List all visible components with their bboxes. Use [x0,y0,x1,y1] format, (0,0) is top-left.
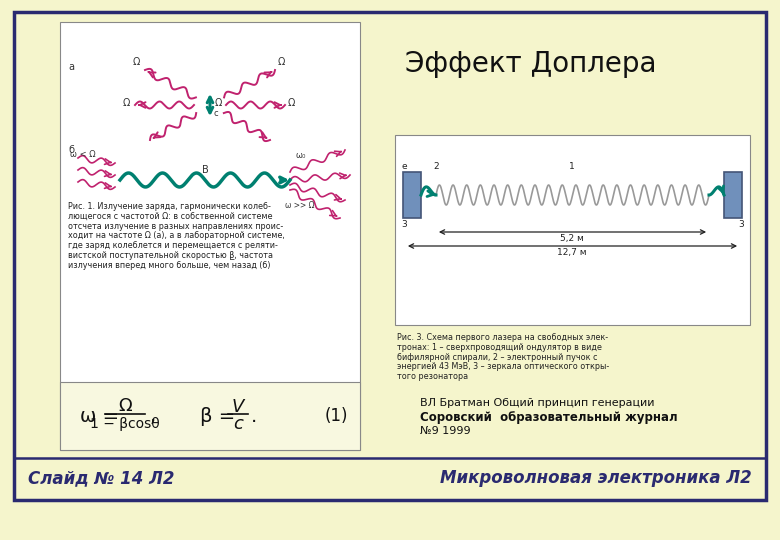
Text: Микроволновая электроника Л2: Микроволновая электроника Л2 [440,469,752,487]
Text: Ω: Ω [122,98,130,108]
Text: Соровский  образовательный журнал: Соровский образовательный журнал [420,411,678,424]
Text: ходит на частоте Ω (а), а в лабораторной системе,: ходит на частоте Ω (а), а в лабораторной… [68,232,285,240]
Text: №9 1999: №9 1999 [420,426,470,436]
Text: б: б [68,145,74,155]
Text: 3: 3 [738,220,744,229]
Text: ,: , [150,407,156,426]
Text: лющегося с частотой Ω: в собственной системе: лющегося с частотой Ω: в собственной сис… [68,212,272,221]
Text: Ω: Ω [119,397,132,415]
Text: бифилярной спирали, 2 – электронный пучок с: бифилярной спирали, 2 – электронный пучо… [397,353,597,362]
Text: B: B [201,165,208,175]
Text: вистской поступательной скоростью β̲, частота: вистской поступательной скоростью β̲, ча… [68,251,273,260]
Text: a: a [68,62,74,72]
Text: 5,2 м: 5,2 м [560,234,584,243]
Text: ω₀: ω₀ [295,151,306,160]
Text: .: . [251,407,257,426]
Text: Слайд № 14 Л2: Слайд № 14 Л2 [28,469,175,487]
Text: Эффект Доплера: Эффект Доплера [405,50,657,78]
Text: Ω: Ω [215,98,222,108]
Text: Рис. 3. Схема первого лазера на свободных элек-: Рис. 3. Схема первого лазера на свободны… [397,333,608,342]
FancyBboxPatch shape [14,12,766,500]
Bar [403,172,421,218]
Text: Ω: Ω [288,98,296,108]
Text: 12,7 м: 12,7 м [557,248,587,257]
Bar [60,382,360,450]
Text: ω < Ω: ω < Ω [70,150,96,159]
Bar [395,135,750,325]
Text: тронах: 1 – сверхпроводящий ондулятор в виде: тронах: 1 – сверхпроводящий ондулятор в … [397,343,602,352]
Text: 3: 3 [401,220,406,229]
Text: (1): (1) [324,407,348,425]
Bar [724,172,742,218]
Text: V: V [232,398,244,416]
Text: c: c [233,415,243,433]
Text: того резонатора: того резонатора [397,372,468,381]
Bar [60,22,360,450]
Text: Ω: Ω [278,57,285,67]
Text: ω =: ω = [80,407,119,426]
Text: ω >> Ω: ω >> Ω [285,201,314,210]
Text: 1: 1 [569,162,575,171]
Text: β =: β = [200,407,236,426]
Text: Рис. 1. Излучение заряда, гармонически колеб-: Рис. 1. Излучение заряда, гармонически к… [68,202,271,211]
Text: отсчета излучение в разных направлениях проис-: отсчета излучение в разных направлениях … [68,221,283,231]
Text: ВЛ Братман Общий принцип генерации: ВЛ Братман Общий принцип генерации [420,398,654,408]
Text: е: е [401,162,406,171]
Text: излучения вперед много больше, чем назад (б): излучения вперед много больше, чем назад… [68,261,271,270]
Text: энергией 43 МэВ, 3 – зеркала оптического откры-: энергией 43 МэВ, 3 – зеркала оптического… [397,362,609,372]
Text: 2: 2 [433,162,438,171]
Text: 1 − βcosθ: 1 − βcosθ [90,417,160,431]
Text: c: c [213,109,218,118]
Text: Ω: Ω [133,57,140,67]
Text: где заряд колеблется и перемещается с реляти-: где заряд колеблется и перемещается с ре… [68,241,278,250]
